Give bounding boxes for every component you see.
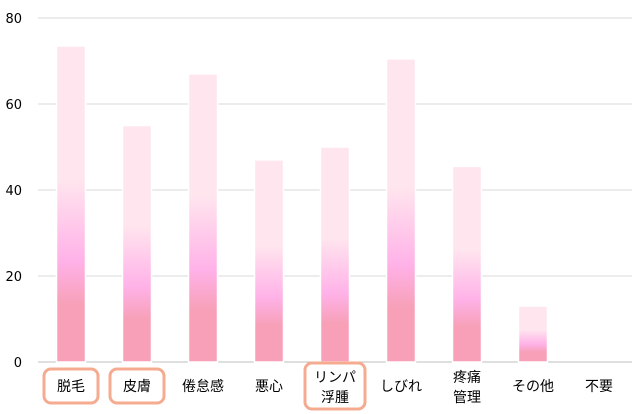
- bars: [55, 45, 549, 363]
- x-category-3: 悪心: [255, 379, 283, 395]
- x-category-2: 倦怠感: [182, 378, 224, 395]
- x-category-label-6-1: 管理: [453, 390, 481, 406]
- y-tick-label-20: 20: [5, 270, 22, 285]
- x-category-8: 不要: [585, 379, 613, 395]
- highlight-box-1: [108, 367, 166, 405]
- x-category-7: その他: [512, 379, 554, 395]
- y-tick-label-60: 60: [5, 98, 22, 113]
- x-category-label-5-0: しびれ: [380, 379, 422, 395]
- y-axis-ticks: 0 20 40 60 80: [5, 12, 22, 371]
- x-category-label-7-0: その他: [512, 379, 554, 395]
- bar-3: [253, 159, 285, 363]
- bar-2: [187, 73, 219, 363]
- y-tick-label-80: 80: [5, 12, 22, 27]
- x-category-label-0-0: 脱毛: [57, 379, 85, 395]
- x-category-label-3-0: 悪心: [255, 379, 283, 395]
- x-category-label-4-1: 浮腫: [321, 390, 349, 406]
- x-category-5: しびれ: [380, 379, 422, 395]
- x-category-label-4-0: リンパ: [314, 370, 356, 386]
- x-category-label-6-0: 疼痛: [453, 369, 481, 386]
- bar-6: [451, 165, 483, 363]
- bar-5: [385, 58, 417, 363]
- x-category-1: 皮膚: [108, 367, 166, 405]
- x-category-label-8-0: 不要: [585, 379, 613, 395]
- highlight-box-0: [42, 367, 100, 405]
- bar-7: [517, 305, 549, 363]
- x-category-0: 脱毛: [42, 367, 100, 405]
- bar-0: [55, 45, 87, 363]
- bar-4: [319, 146, 351, 363]
- y-tick-label-40: 40: [5, 184, 22, 199]
- bar-1: [121, 124, 153, 363]
- y-tick-label-0: 0: [14, 356, 22, 371]
- x-category-label-2-0: 倦怠感: [182, 378, 224, 395]
- x-category-label-1-0: 皮膚: [123, 379, 151, 395]
- highlight-box-4: [303, 361, 367, 411]
